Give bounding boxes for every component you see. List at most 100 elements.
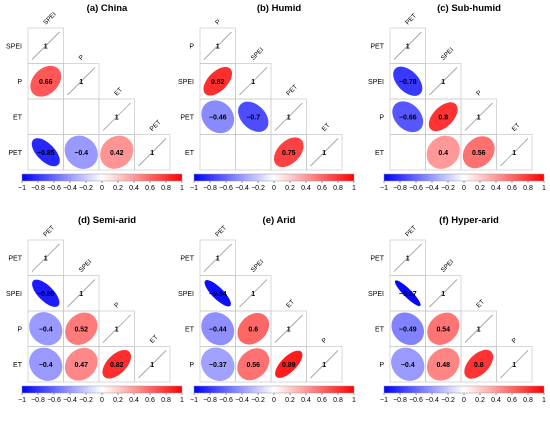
panel-title: (f) Hyper-arid bbox=[439, 215, 499, 226]
diagonal-slash bbox=[31, 31, 60, 60]
panel-5: (f) Hyper-arid PET SPEI ET P 1 PET 1 SPEI 1 ET 1 P −0… bbox=[368, 215, 546, 404]
correlation-ellipse bbox=[29, 347, 63, 381]
colorbar-tick-label: 0.2 bbox=[285, 397, 295, 404]
colorbar-tick-label: −0.4 bbox=[235, 185, 249, 192]
row-label: ET bbox=[375, 326, 385, 333]
diagonal-value: 1 bbox=[322, 362, 326, 369]
column-label: ET bbox=[149, 334, 160, 345]
correlation-ellipse bbox=[201, 312, 235, 346]
correlation-value: 0.82 bbox=[211, 79, 225, 86]
correlation-ellipse bbox=[426, 347, 460, 381]
grid-cell bbox=[306, 346, 343, 383]
column-label: ET bbox=[511, 122, 522, 133]
correlation-value: −0.7 bbox=[246, 114, 260, 121]
colorbar-tick-label: 1 bbox=[180, 185, 184, 192]
diagonal-value: 1 bbox=[44, 43, 48, 50]
diagonal-slash bbox=[393, 31, 422, 60]
column-label: PET bbox=[214, 225, 228, 239]
column-label: ET bbox=[475, 299, 486, 310]
correlation-ellipse bbox=[428, 102, 458, 132]
row-label: SPEI bbox=[368, 79, 384, 86]
diagonal-value: 1 bbox=[441, 291, 445, 298]
colorbar-tick-label: −0.2 bbox=[441, 185, 455, 192]
correlation-value: 0.54 bbox=[436, 326, 450, 333]
diagonal-slash bbox=[67, 279, 96, 308]
diagonal-value: 1 bbox=[287, 326, 291, 333]
column-label: P bbox=[475, 89, 483, 97]
diagonal-slash bbox=[239, 67, 268, 96]
diagonal-slash bbox=[31, 243, 60, 272]
diagonal-slash bbox=[239, 279, 268, 308]
column-label: P bbox=[214, 18, 222, 26]
colorbar-tick-label: 0 bbox=[100, 185, 104, 192]
column-label: ET bbox=[321, 122, 332, 133]
colorbar-tick-label: −1 bbox=[190, 397, 198, 404]
correlation-ellipse bbox=[427, 312, 460, 345]
panel-0: (a) ChinaSPEIPETPET1SPEI1P1ET1PET0.66−0.… bbox=[6, 3, 184, 192]
diagonal-value: 1 bbox=[115, 114, 119, 121]
colorbar-tick-label: −0.6 bbox=[219, 397, 233, 404]
column-label: P bbox=[113, 301, 121, 309]
diagonal-value: 1 bbox=[406, 43, 410, 50]
colorbar-tick-label: −0.8 bbox=[31, 397, 45, 404]
diagonal-value: 1 bbox=[79, 79, 83, 86]
colorbar-tick-label: −0.6 bbox=[409, 185, 423, 192]
correlation-value: 0.75 bbox=[282, 150, 296, 157]
diagonal-slash bbox=[203, 31, 232, 60]
correlation-ellipse bbox=[201, 100, 235, 134]
colorbar-tick-label: 0.6 bbox=[145, 185, 155, 192]
column-label: SPEI bbox=[250, 46, 266, 62]
correlation-value: −0.49 bbox=[399, 326, 417, 333]
diagonal-slash bbox=[500, 138, 529, 167]
diagonal-value: 1 bbox=[150, 150, 154, 157]
correlation-ellipse bbox=[64, 347, 98, 381]
correlation-ellipse bbox=[238, 101, 269, 132]
diagonal-value: 1 bbox=[216, 43, 220, 50]
row-label: SPEI bbox=[368, 291, 384, 298]
colorbar bbox=[383, 173, 545, 182]
diagonal-slash bbox=[138, 138, 167, 167]
colorbar-tick-label: 0.2 bbox=[113, 397, 123, 404]
correlation-value: 0.4 bbox=[438, 150, 448, 157]
colorbar-tick-label: 0 bbox=[272, 397, 276, 404]
colorbar bbox=[193, 173, 355, 182]
diagonal-slash bbox=[138, 350, 167, 379]
row-label: PET bbox=[8, 150, 22, 157]
row-label: P bbox=[379, 114, 384, 121]
row-label: PET bbox=[370, 43, 384, 50]
colorbar-tick-label: 0.4 bbox=[491, 397, 501, 404]
correlation-ellipse bbox=[237, 312, 270, 345]
correlation-ellipse bbox=[29, 312, 63, 346]
colorbar-tick-label: −0.6 bbox=[47, 185, 61, 192]
column-label: SPEI bbox=[42, 11, 58, 27]
column-label: SPEI bbox=[250, 258, 266, 274]
correlation-ellipse bbox=[30, 65, 62, 97]
colorbar-tick-label: −1 bbox=[18, 185, 26, 192]
colorbar-tick-label: −0.8 bbox=[31, 185, 45, 192]
diagonal-value: 1 bbox=[477, 326, 481, 333]
colorbar-tick-label: 0.4 bbox=[129, 185, 139, 192]
grid-cell bbox=[199, 134, 236, 171]
diagonal-value: 1 bbox=[441, 79, 445, 86]
colorbar-tick-label: 0.8 bbox=[333, 185, 343, 192]
diagonal-value: 1 bbox=[79, 291, 83, 298]
column-label: ET bbox=[285, 299, 296, 310]
column-label: PET bbox=[404, 225, 418, 239]
colorbar-tick-label: 0.8 bbox=[523, 397, 533, 404]
row-label: ET bbox=[185, 326, 195, 333]
diagonal-value: 1 bbox=[115, 326, 119, 333]
colorbar bbox=[193, 385, 355, 394]
diagonal-slash bbox=[310, 350, 339, 379]
correlation-value: −0.89 bbox=[37, 291, 55, 298]
colorbar-tick-label: −1 bbox=[190, 185, 198, 192]
diagonal-slash bbox=[67, 67, 96, 96]
colorbar-tick-label: 1 bbox=[180, 397, 184, 404]
colorbar-tick-label: 0.4 bbox=[491, 185, 501, 192]
row-label: PET bbox=[180, 255, 194, 262]
diagonal-slash bbox=[203, 243, 232, 272]
grid-cell bbox=[27, 98, 64, 135]
colorbar-tick-label: 0.2 bbox=[475, 185, 485, 192]
correlation-value: 0.56 bbox=[246, 362, 260, 369]
correlation-value: 0.8 bbox=[474, 362, 484, 369]
colorbar bbox=[21, 385, 183, 394]
